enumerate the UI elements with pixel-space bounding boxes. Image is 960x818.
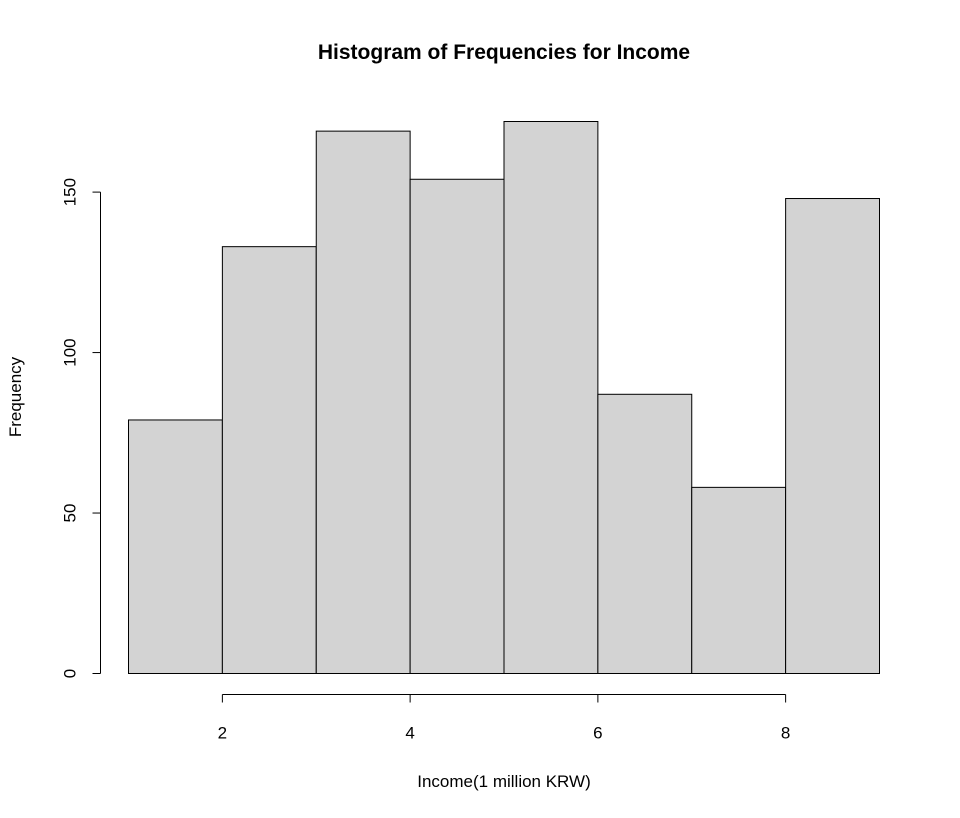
x-tick-label: 2 xyxy=(218,724,227,743)
y-axis: 0 50 100 150 xyxy=(61,178,101,678)
histogram-bar xyxy=(597,393,693,674)
histogram-bar xyxy=(503,121,599,674)
x-tick-label: 8 xyxy=(781,724,790,743)
histogram-bar xyxy=(409,178,505,674)
histogram-bar xyxy=(128,419,223,674)
x-axis: 2 4 6 8 xyxy=(218,694,790,743)
x-axis-label: Income(1 million KRW) xyxy=(417,772,591,791)
y-axis-label: Frequency xyxy=(6,356,25,437)
y-tick-label: 100 xyxy=(61,338,80,366)
y-tick-label: 0 xyxy=(61,669,80,678)
histogram-bar xyxy=(691,486,787,675)
histogram-bar xyxy=(785,198,880,674)
x-tick-label: 6 xyxy=(593,724,602,743)
y-tick-label: 50 xyxy=(61,504,80,523)
chart-title: Histogram of Frequencies for Income xyxy=(318,41,690,64)
histogram-bar xyxy=(315,130,411,674)
bars-group xyxy=(128,121,880,675)
histogram-bar xyxy=(221,246,317,675)
x-tick-label: 4 xyxy=(405,724,414,743)
y-tick-label: 150 xyxy=(61,178,80,206)
